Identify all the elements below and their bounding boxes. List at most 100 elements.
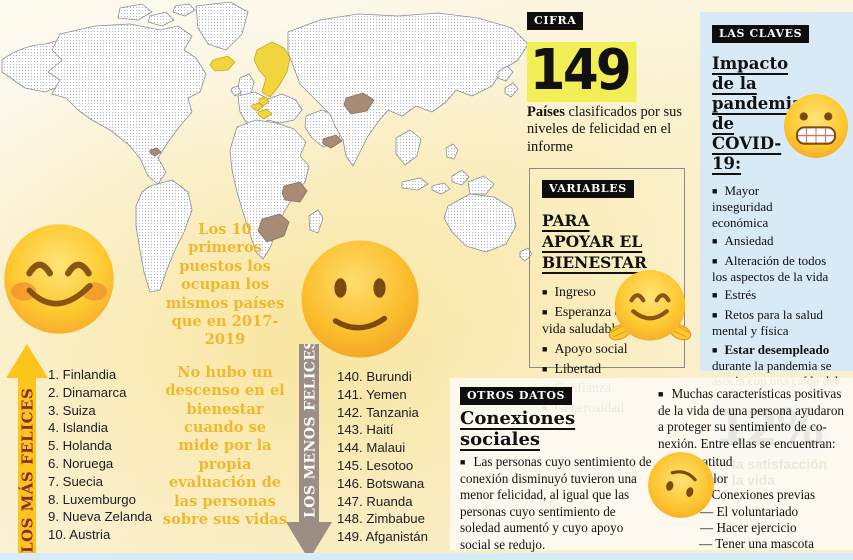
happiest-arrow: LOS MÁS FELICES [6,344,48,558]
cifra-label: CIFRA [527,12,584,30]
country-rank-item: 6. Noruega [48,455,114,471]
protective-factor-item: Hacer ejercicio [700,520,850,536]
map-unhappy-haiti [149,147,162,157]
least-happy-arrow-label: LOS MENOS FELICES [303,344,319,518]
country-rank-item: 5. Holanda [48,438,112,454]
happiest-arrow-label: LOS MÁS FELICES [19,388,37,553]
variables-heading: PARA APOYAR EL BIENESTAR [542,211,647,272]
map-indochina [395,129,422,166]
map-unhappy-yemen [322,134,343,149]
map-happy-alps [257,108,273,120]
country-rank-item: 7. Suecia [48,473,103,489]
map-ireland [230,85,242,97]
map-arctic-islands [117,3,153,21]
otros-label: OTROS DATOS [460,387,573,405]
country-rank-item: 9. Nueva Zelanda [48,509,153,525]
otros-left-column: Conexiones sociales Las personas cuyo se… [460,408,656,554]
otros-heading: Conexiones sociales [460,408,576,450]
map-japan [497,65,514,82]
country-rank-item: 140. Burundi [337,369,412,384]
country-rank-item: 4. Islandia [48,420,109,436]
country-rank-item: 146. Botswana [337,475,425,491]
otros-paragraph: Las personas cuyo sentimiento de conexió… [460,454,656,554]
upside-down-emoji-icon [648,452,714,518]
map-happy-iceland [209,55,236,72]
claves-item-bold: Estar desempleado [724,341,830,357]
least-happy-list: 140. Burundi 141. Yemen 142. Tanzania 14… [337,368,428,546]
country-rank-item: 143. Haití [337,422,394,438]
claves-item: Mayor inseguridad económica [712,183,844,230]
up-arrow-icon [6,344,48,558]
map-unhappy-afghanistan [343,92,375,115]
country-rank-item: 3. Suiza [48,402,96,418]
country-rank-item: 147. Ruanda [337,493,413,509]
least-happy-arrow: LOS MENOS FELICES [286,344,332,560]
country-rank-item: 142. Tanzania [337,404,419,420]
claves-panel: LAS CLAVES Impacto de la pandemia de COV… [700,12,853,488]
claves-label: LAS CLAVES [712,25,810,43]
down-arrow-icon [286,344,332,560]
commentary-paragraph: Los 10 primeros puestos los ocupan los m… [165,221,285,349]
cifra-number: 149 [527,42,637,102]
claves-item: Estrés [712,287,844,303]
map-arctic-islands [147,11,175,27]
country-rank-item: 144. Malaui [337,440,406,456]
map-indonesia [401,177,429,191]
claves-item: Ansiedad [712,233,844,249]
protective-factor-item: Tener una mascota [699,536,850,552]
grimacing-emoji-icon [784,94,848,158]
map-europe [237,91,303,129]
claves-heading: Impacto de la pandemia de COVID-19: [712,54,803,173]
map-happy-netherlands [251,102,264,112]
variables-label: VARIABLES [542,180,634,198]
map-new-guinea [467,175,495,195]
country-rank-item: 145. Lesotoo [337,457,414,473]
cifra-block: CIFRA 149 Países clasificados por sus ni… [527,11,699,156]
map-australia [443,193,517,253]
world-map [1,1,532,293]
happiest-list: 1. Finlandia 2. Dinamarca 3. Suiza 4. Is… [48,366,152,544]
claves-item: Alteración de todos los aspectos de la v… [712,253,844,285]
country-rank-item: 149. Afganistán [337,529,428,545]
variable-item: Esperanza de vida saludable [542,303,632,338]
cifra-caption-bold: Países [527,104,565,120]
variable-item: Libertad [542,360,632,378]
map-japan [504,82,519,98]
map-philippines [445,143,459,160]
protective-factor-item: El voluntariado [700,504,850,520]
map-unhappy-southern-africa [257,213,290,243]
smiling-blush-emoji-icon [4,224,114,334]
map-north-america [47,23,207,185]
bottom-border-strip [0,553,853,560]
center-commentary: Los 10 primeros puestos los ocupan los m… [162,221,288,544]
otros-datos-section: OTROS DATOS Conexiones sociales Las pers… [450,378,853,552]
variables-box: VARIABLES PARA APOYAR EL BIENESTAR Ingre… [529,168,692,415]
country-rank-item: 148. Zimbabue [337,511,425,527]
country-rank-item: 141. Yemen [337,386,407,402]
map-unhappy-tanzania [281,181,308,203]
otros-right-intro: Muchas características positivas de la v… [658,386,850,452]
country-rank-item: 8. Luxemburgo [48,491,136,507]
map-happy-scandinavia [253,41,291,98]
variable-item: Ingreso [542,283,632,301]
cifra-caption: Países clasificados por sus niveles de f… [527,104,697,156]
map-borneo [451,169,470,186]
claves-list: Mayor inseguridad económica Ansiedad Alt… [712,183,844,389]
protective-factor-item: Conexiones previas [695,487,850,503]
map-greenland [195,1,249,51]
map-arctic-islands [172,3,196,17]
map-indonesia [431,182,451,195]
map-asia [287,12,529,167]
country-rank-item: 10. Austria [48,527,111,543]
map-happy-denmark [258,96,270,107]
map-south-america [135,179,193,293]
cifra-caption-rest: clasificados por sus niveles de felicida… [527,104,683,155]
frowning-emoji-icon [301,240,419,358]
commentary-paragraph: No hubo un descenso en el bienestar cuan… [162,363,288,529]
map-madagascar [308,209,324,234]
country-rank-item: 1. Finlandia [48,367,117,382]
country-rank-item: 2. Dinamarca [48,384,127,400]
claves-item: Retos para la salud mental y física [712,307,844,339]
hugging-emoji-icon [608,270,692,341]
